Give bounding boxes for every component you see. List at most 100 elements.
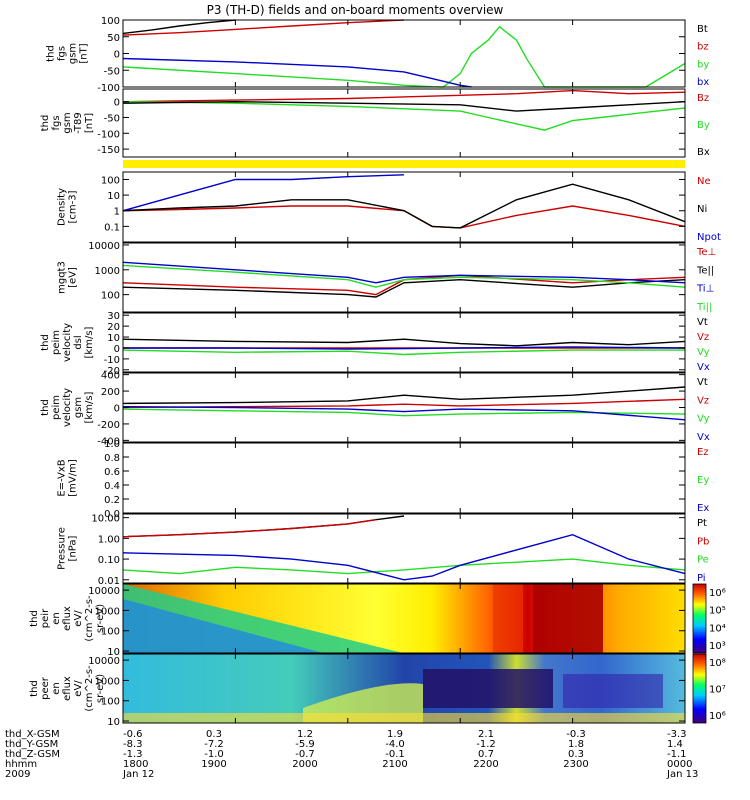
y-axis-label: thd xyxy=(40,115,51,132)
series-line-ti xyxy=(122,264,686,288)
y-tick-label: -150 xyxy=(97,145,120,156)
series-line-bz xyxy=(122,19,405,36)
colorbar-tick-label: 10⁵ xyxy=(709,606,726,617)
y-tick-label: 0.10 xyxy=(98,555,120,566)
y-axis-label: [km/s] xyxy=(84,391,95,423)
legend-entry: Bx xyxy=(697,147,710,158)
y-tick-label: 100 xyxy=(101,627,120,638)
legend-entry: Vz xyxy=(697,332,709,343)
y-tick-label: 10.00 xyxy=(91,514,120,525)
y-axis-label: [mV/m] xyxy=(68,459,79,497)
y-axis-label: thd xyxy=(29,610,40,627)
x-axis-value: -5.9 xyxy=(295,739,315,750)
panel-p7: Ez Ey Ex 1.0 0.8 0.6 0.4 0.2 0.0 E=-VxB [mV/m] xyxy=(57,439,710,520)
legend-entry: Npot xyxy=(697,232,721,243)
x-axis-value: 0.3 xyxy=(206,729,222,740)
colorbar-p9 xyxy=(692,583,707,654)
y-axis-label: E=-VxB xyxy=(57,459,68,496)
legend-entry: Ti⊥ xyxy=(696,284,714,295)
series-line-vt xyxy=(122,386,686,405)
y-tick-label: 10000 xyxy=(88,241,120,252)
legend-entry: Ez xyxy=(697,447,709,458)
mode-bar xyxy=(123,160,685,168)
y-axis-label: peim xyxy=(51,330,62,355)
panel-p9: 10⁶ 10⁵ 10⁴ 10³ 10000 1000 100 10 thd peir en eflux… xyxy=(29,583,726,658)
y-tick-label: 10 xyxy=(107,717,120,728)
y-axis-label: fgs xyxy=(51,115,62,130)
y-axis-label: Pressure xyxy=(57,527,68,570)
y-axis-label: sr-eV) xyxy=(95,604,106,633)
colorbar-tick-label: 10⁶ xyxy=(709,588,726,599)
x-axis-value: -4.0 xyxy=(385,739,405,750)
y-tick-label: 200 xyxy=(101,387,120,398)
y-axis-label: peir xyxy=(40,608,51,628)
y-axis-label: eflux xyxy=(62,676,73,701)
series-line-pe xyxy=(122,558,686,575)
y-tick-label: 1000 xyxy=(95,676,120,687)
y-axis-label: velocity xyxy=(62,388,73,427)
y-axis-label: eV/ xyxy=(73,610,84,627)
legend-entry: Ti|| xyxy=(696,302,712,313)
x-axis-value: -7.2 xyxy=(204,739,224,750)
colorbar-tick-label: 10⁷ xyxy=(709,685,726,696)
panel-p6: Vt Vz Vy Vx 400 200 0 -200 -400 thd peim velocity gs… xyxy=(40,371,710,448)
y-tick-label: 0 xyxy=(114,404,120,415)
legend-entry: Te|| xyxy=(696,265,714,276)
legend-entry: Vz xyxy=(697,395,709,406)
y-tick-label: 0.0 xyxy=(104,509,120,520)
y-tick-label: 0 xyxy=(114,344,120,355)
series-line-bx xyxy=(122,57,472,88)
x-axis-value: -0.3 xyxy=(566,729,586,740)
y-tick-label: -100 xyxy=(97,129,120,140)
panel-frame xyxy=(122,242,686,313)
panel-frame xyxy=(122,19,686,88)
y-tick-label: 100 xyxy=(101,175,120,186)
panel-p4: Te⊥ Te|| Ti⊥ Ti|| 10000 1000 100 mgqt3 [eV] xyxy=(57,241,717,313)
y-tick-label: 10 xyxy=(107,647,120,658)
series-line-by xyxy=(122,25,686,88)
y-tick-label: 0 xyxy=(114,98,120,109)
legend-entry: Vt xyxy=(697,317,708,328)
y-axis-label: fgs xyxy=(57,46,68,61)
legend-entry: Pe xyxy=(697,555,709,566)
y-axis-label: velocity xyxy=(62,323,73,362)
y-axis-label: dsl xyxy=(73,335,84,349)
x-axis-value: 1.4 xyxy=(667,739,683,750)
legend-entry: Pt xyxy=(697,518,707,529)
y-tick-label: -200 xyxy=(97,420,120,431)
legend-entry: By xyxy=(697,120,710,131)
panel-p10: 10⁸ 10⁷ 10⁶ 10000 1000 100 10 thd peer en eflux eV/… xyxy=(29,653,726,728)
legend-entry: Vx xyxy=(697,432,710,443)
y-axis-label: [cm-3] xyxy=(68,190,79,223)
y-tick-label: 20 xyxy=(107,322,120,333)
legend-entry: Te⊥ xyxy=(696,247,716,258)
y-tick-label: 100 xyxy=(101,291,120,302)
series-line-bz xyxy=(122,89,686,103)
series-line-vz xyxy=(122,398,686,409)
y-axis-label: -T89 xyxy=(73,112,84,134)
x-axis-value: 2200 xyxy=(473,759,498,770)
y-tick-label: 0.8 xyxy=(104,453,120,464)
y-tick-label: 10000 xyxy=(88,586,120,597)
y-axis-label: [eV] xyxy=(68,267,79,288)
series-line-bx xyxy=(122,100,686,112)
x-axis-row-label: hhmm xyxy=(5,759,37,770)
legend-entry: bx xyxy=(697,77,709,88)
y-tick-label: 1.0 xyxy=(104,439,120,450)
y-axis-label: Density xyxy=(57,188,68,226)
legend-entry: by xyxy=(697,59,709,70)
y-tick-label: -400 xyxy=(97,436,120,447)
panel-frame xyxy=(122,583,686,654)
x-axis-value: 0000 xyxy=(667,759,692,770)
x-axis-row-label: thd_Z-GSM xyxy=(5,749,60,760)
y-axis-label: sr-eV) xyxy=(95,674,106,703)
series-line-pb xyxy=(122,519,377,538)
y-tick-label: 0 xyxy=(114,50,120,61)
panel-p1: Bt bz by bx 100 50 0 -50 -100 thd fgs gsm [nT] xyxy=(46,16,710,94)
y-tick-label: 10 xyxy=(107,333,120,344)
y-tick-label: 100 xyxy=(101,697,120,708)
series-line-pi xyxy=(122,533,686,581)
legend-entry: Bt xyxy=(697,24,708,35)
